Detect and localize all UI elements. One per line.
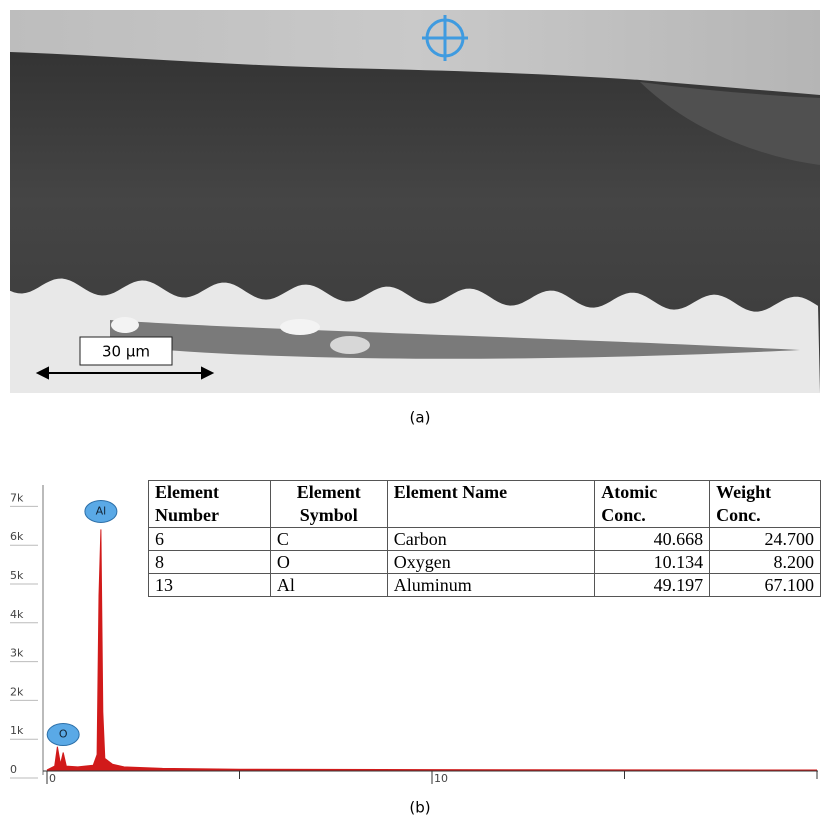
peak-label: O — [59, 728, 68, 741]
scale-bar-label: 30 µm — [102, 343, 150, 361]
y-tick-label: 2k — [10, 685, 24, 698]
table-cell: 6 — [149, 528, 271, 551]
table-cell: 8.200 — [710, 551, 821, 574]
y-tick-label: 4k — [10, 608, 24, 621]
y-tick-label: 6k — [10, 530, 24, 543]
table-cell: O — [270, 551, 387, 574]
page: 30 µm (a) 01k2k3k4k5k6k7k010AlO (b) Elem… — [0, 0, 821, 816]
header-cell: Element Number — [149, 481, 271, 528]
y-tick-label: 3k — [10, 647, 24, 660]
table-cell: 24.700 — [710, 528, 821, 551]
y-tick-label: 0 — [10, 763, 17, 776]
table-cell: 8 — [149, 551, 271, 574]
table-cell: Oxygen — [387, 551, 595, 574]
caption: (b) — [409, 799, 430, 816]
y-tick-label: 1k — [10, 724, 24, 737]
header-cell: Atomic Conc. — [595, 481, 710, 528]
table-cell: 49.197 — [595, 574, 710, 597]
peak-label: Al — [96, 504, 107, 517]
y-tick-label: 5k — [10, 569, 24, 582]
table-cell: 10.134 — [595, 551, 710, 574]
header-cell: Element Symbol — [270, 481, 387, 528]
table-cell: C — [270, 528, 387, 551]
y-tick-label: 7k — [10, 491, 24, 504]
caption: (a) — [410, 409, 431, 427]
sem-image: 30 µm — [10, 10, 820, 393]
x-tick-label: 10 — [434, 772, 448, 785]
header-cell: Element Name — [387, 481, 595, 528]
table-cell: 13 — [149, 574, 271, 597]
table-cell: 40.668 — [595, 528, 710, 551]
header-cell: Weight Conc. — [710, 481, 821, 528]
x-tick-label: 0 — [49, 772, 56, 785]
figure: 30 µm (a) 01k2k3k4k5k6k7k010AlO (b) — [0, 0, 821, 816]
table-cell: Aluminum — [387, 574, 595, 597]
table-cell: Al — [270, 574, 387, 597]
table-cell: 67.100 — [710, 574, 821, 597]
table-cell: Carbon — [387, 528, 595, 551]
